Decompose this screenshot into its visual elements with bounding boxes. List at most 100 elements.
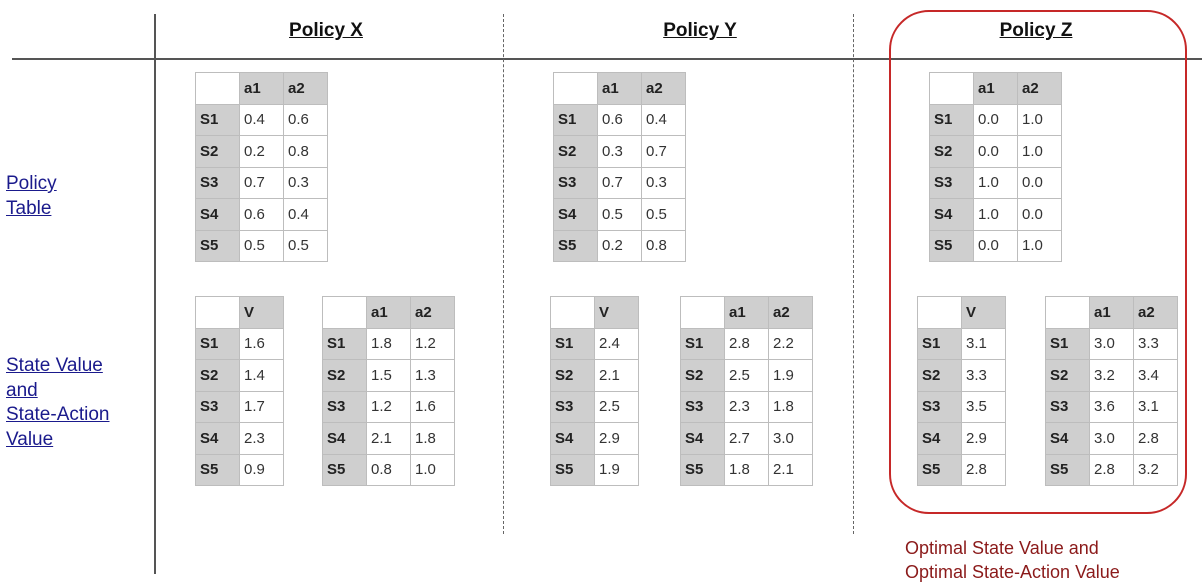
state-label: S4 bbox=[680, 422, 725, 455]
table-row: S5 1.8 2.1 bbox=[680, 453, 813, 486]
value-cell: 2.4 bbox=[594, 327, 639, 360]
values-label-line: and bbox=[6, 379, 38, 401]
value-cell: 2.3 bbox=[724, 390, 769, 423]
state-label: S4 bbox=[929, 198, 974, 231]
state-label: S5 bbox=[550, 453, 595, 486]
value-cell: 0.0 bbox=[973, 229, 1018, 262]
value-cell: 0.9 bbox=[239, 453, 284, 486]
value-cell: 2.1 bbox=[768, 453, 813, 486]
values-label-line: Value bbox=[6, 428, 54, 450]
state-label: S2 bbox=[553, 135, 598, 168]
corner-cell bbox=[195, 296, 240, 329]
value-cell: 0.5 bbox=[239, 229, 284, 262]
value-cell: 0.0 bbox=[1017, 166, 1062, 199]
table-header-row: V bbox=[917, 296, 1006, 329]
value-cell: 1.2 bbox=[410, 327, 455, 360]
table-row: S2 0.2 0.8 bbox=[195, 135, 328, 168]
corner-cell bbox=[917, 296, 962, 329]
value-cell: 0.2 bbox=[239, 135, 284, 168]
column-header: V bbox=[594, 296, 639, 329]
state-label: S5 bbox=[195, 453, 240, 486]
optimal-policy-highlight bbox=[889, 10, 1187, 514]
corner-cell bbox=[322, 296, 367, 329]
value-cell: 0.7 bbox=[239, 166, 284, 199]
state-label: S3 bbox=[550, 390, 595, 423]
table-row: S2 1.5 1.3 bbox=[322, 359, 455, 392]
value-cell: 0.0 bbox=[973, 103, 1018, 136]
policy-z-state-value: V S1 3.1 S2 3.3 S3 3.5 S4 2.9 S5 2.8 bbox=[917, 296, 1006, 486]
policy-z-title: Policy Z bbox=[999, 20, 1073, 41]
value-cell: 1.4 bbox=[239, 359, 284, 392]
table-row: S4 2.1 1.8 bbox=[322, 422, 455, 455]
table-row: S1 0.0 1.0 bbox=[929, 103, 1062, 136]
value-cell: 1.7 bbox=[239, 390, 284, 423]
table-row: S3 0.7 0.3 bbox=[553, 166, 686, 199]
state-label: S1 bbox=[550, 327, 595, 360]
table-row: S5 0.8 1.0 bbox=[322, 453, 455, 486]
value-cell: 3.2 bbox=[1133, 453, 1178, 486]
table-row: S4 1.0 0.0 bbox=[929, 198, 1062, 231]
value-cell: 3.4 bbox=[1133, 359, 1178, 392]
value-cell: 0.6 bbox=[239, 198, 284, 231]
policy-table-label: Policy Table bbox=[6, 172, 57, 221]
state-label: S3 bbox=[553, 166, 598, 199]
state-label: S1 bbox=[929, 103, 974, 136]
value-cell: 2.5 bbox=[594, 390, 639, 423]
value-cell: 0.8 bbox=[283, 135, 328, 168]
table-row: S2 2.1 bbox=[550, 359, 639, 392]
state-label: S2 bbox=[929, 135, 974, 168]
column-header: a1 bbox=[597, 72, 642, 105]
table-row: S1 3.0 3.3 bbox=[1045, 327, 1178, 360]
table-header-row: a1 a2 bbox=[553, 72, 686, 105]
state-label: S2 bbox=[680, 359, 725, 392]
table-row: S5 0.0 1.0 bbox=[929, 229, 1062, 262]
value-cell: 3.3 bbox=[1133, 327, 1178, 360]
table-row: S1 3.1 bbox=[917, 327, 1006, 360]
policy-z-table: a1 a2 S1 0.0 1.0 S2 0.0 1.0 S3 1.0 0.0 S4 1.0 0.0 S5 0.… bbox=[929, 72, 1062, 262]
value-cell: 0.6 bbox=[597, 103, 642, 136]
table-row: S2 0.3 0.7 bbox=[553, 135, 686, 168]
state-label: S5 bbox=[322, 453, 367, 486]
corner-cell bbox=[929, 72, 974, 105]
table-row: S5 2.8 bbox=[917, 453, 1006, 486]
table-row: S3 1.7 bbox=[195, 390, 284, 423]
table-row: S3 3.6 3.1 bbox=[1045, 390, 1178, 423]
state-label: S5 bbox=[929, 229, 974, 262]
state-label: S4 bbox=[550, 422, 595, 455]
table-row: S2 1.4 bbox=[195, 359, 284, 392]
header-divider bbox=[12, 58, 1202, 60]
value-cell: 0.8 bbox=[641, 229, 686, 262]
state-label: S4 bbox=[322, 422, 367, 455]
value-cell: 0.8 bbox=[366, 453, 411, 486]
state-label: S4 bbox=[1045, 422, 1090, 455]
table-row: S4 2.9 bbox=[917, 422, 1006, 455]
column-header: a2 bbox=[1133, 296, 1178, 329]
value-cell: 1.0 bbox=[1017, 229, 1062, 262]
values-label: State Value and State-Action Value bbox=[6, 354, 110, 452]
state-label: S1 bbox=[680, 327, 725, 360]
value-cell: 2.5 bbox=[724, 359, 769, 392]
state-label: S1 bbox=[195, 327, 240, 360]
state-label: S2 bbox=[195, 359, 240, 392]
state-label: S5 bbox=[553, 229, 598, 262]
table-row: S1 1.6 bbox=[195, 327, 284, 360]
table-header-row: a1 a2 bbox=[680, 296, 813, 329]
value-cell: 1.5 bbox=[366, 359, 411, 392]
policy-divider-xy bbox=[503, 14, 504, 534]
value-cell: 0.3 bbox=[641, 166, 686, 199]
value-cell: 0.5 bbox=[597, 198, 642, 231]
table-row: S4 2.7 3.0 bbox=[680, 422, 813, 455]
table-row: S2 3.2 3.4 bbox=[1045, 359, 1178, 392]
table-row: S1 0.6 0.4 bbox=[553, 103, 686, 136]
table-row: S5 0.5 0.5 bbox=[195, 229, 328, 262]
state-label: S5 bbox=[917, 453, 962, 486]
value-cell: 1.0 bbox=[1017, 103, 1062, 136]
table-row: S3 2.5 bbox=[550, 390, 639, 423]
table-row: S1 2.4 bbox=[550, 327, 639, 360]
table-header-row: V bbox=[550, 296, 639, 329]
value-cell: 3.1 bbox=[1133, 390, 1178, 423]
value-cell: 1.8 bbox=[366, 327, 411, 360]
corner-cell bbox=[1045, 296, 1090, 329]
state-label: S2 bbox=[1045, 359, 1090, 392]
state-label: S2 bbox=[550, 359, 595, 392]
